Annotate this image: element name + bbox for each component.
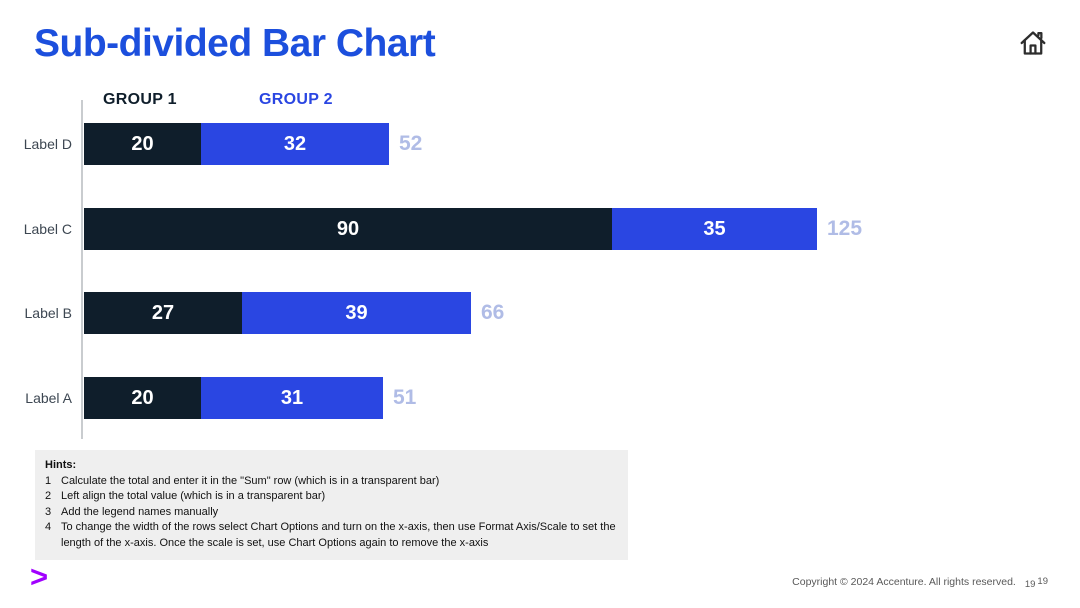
group2-segment: 32 <box>201 123 389 165</box>
sum-label: 51 <box>393 386 417 409</box>
page-number-small: 19 <box>1024 579 1036 590</box>
bar-row: 20 32 52 <box>84 123 422 165</box>
page-number: 19 <box>1037 576 1048 587</box>
footer: Copyright © 2024 Accenture. All rights r… <box>792 576 1048 590</box>
hint-number: 2 <box>45 490 52 502</box>
accenture-logo: > <box>30 559 49 594</box>
copyright-text: Copyright © 2024 Accenture. All rights r… <box>792 576 1016 588</box>
hints-box: Hints: 1 Calculate the total and enter i… <box>35 450 628 560</box>
hints-title: Hints: <box>45 459 77 471</box>
bar-row: 20 31 51 <box>84 377 416 419</box>
bar-row: 90 35 125 <box>84 208 862 250</box>
hint-item: 4 To change the width of the rows select… <box>45 520 616 551</box>
sum-label: 125 <box>827 217 863 240</box>
category-label: Label C <box>23 221 72 237</box>
group1-segment: 20 <box>84 377 201 419</box>
y-axis-line <box>81 100 83 439</box>
hint-text: Left align the total value (which is in … <box>61 490 326 502</box>
group2-segment: 35 <box>612 208 817 250</box>
category-label: Label A <box>25 390 72 406</box>
sum-label: 66 <box>481 301 505 324</box>
legend-group1: GROUP 1 <box>103 91 177 108</box>
group1-segment: 20 <box>84 123 201 165</box>
group2-segment: 31 <box>201 377 383 419</box>
hint-number: 4 <box>45 521 52 533</box>
hint-item: 1 Calculate the total and enter it in th… <box>45 474 616 490</box>
hint-text: To change the width of the rows select C… <box>61 521 616 549</box>
hint-item: 3 Add the legend names manually <box>45 505 616 521</box>
group1-segment: 90 <box>84 208 612 250</box>
sum-label: 52 <box>399 132 423 155</box>
hint-text: Calculate the total and enter it in the … <box>61 474 440 487</box>
hint-text: Add the legend names manually <box>61 505 219 518</box>
group2-segment: 39 <box>242 292 471 334</box>
category-label: Label B <box>24 305 72 321</box>
legend-group2: GROUP 2 <box>259 91 333 108</box>
bar-row: 27 39 66 <box>84 292 504 334</box>
page-title: Sub-divided Bar Chart <box>34 22 436 65</box>
hint-number: 3 <box>45 505 52 518</box>
hint-item: 2 Left align the total value (which is i… <box>45 489 616 505</box>
home-button[interactable] <box>1014 26 1052 64</box>
home-icon <box>1016 26 1050 65</box>
hint-number: 1 <box>45 474 52 487</box>
category-label: Label D <box>23 136 72 152</box>
group1-segment: 27 <box>84 292 242 334</box>
